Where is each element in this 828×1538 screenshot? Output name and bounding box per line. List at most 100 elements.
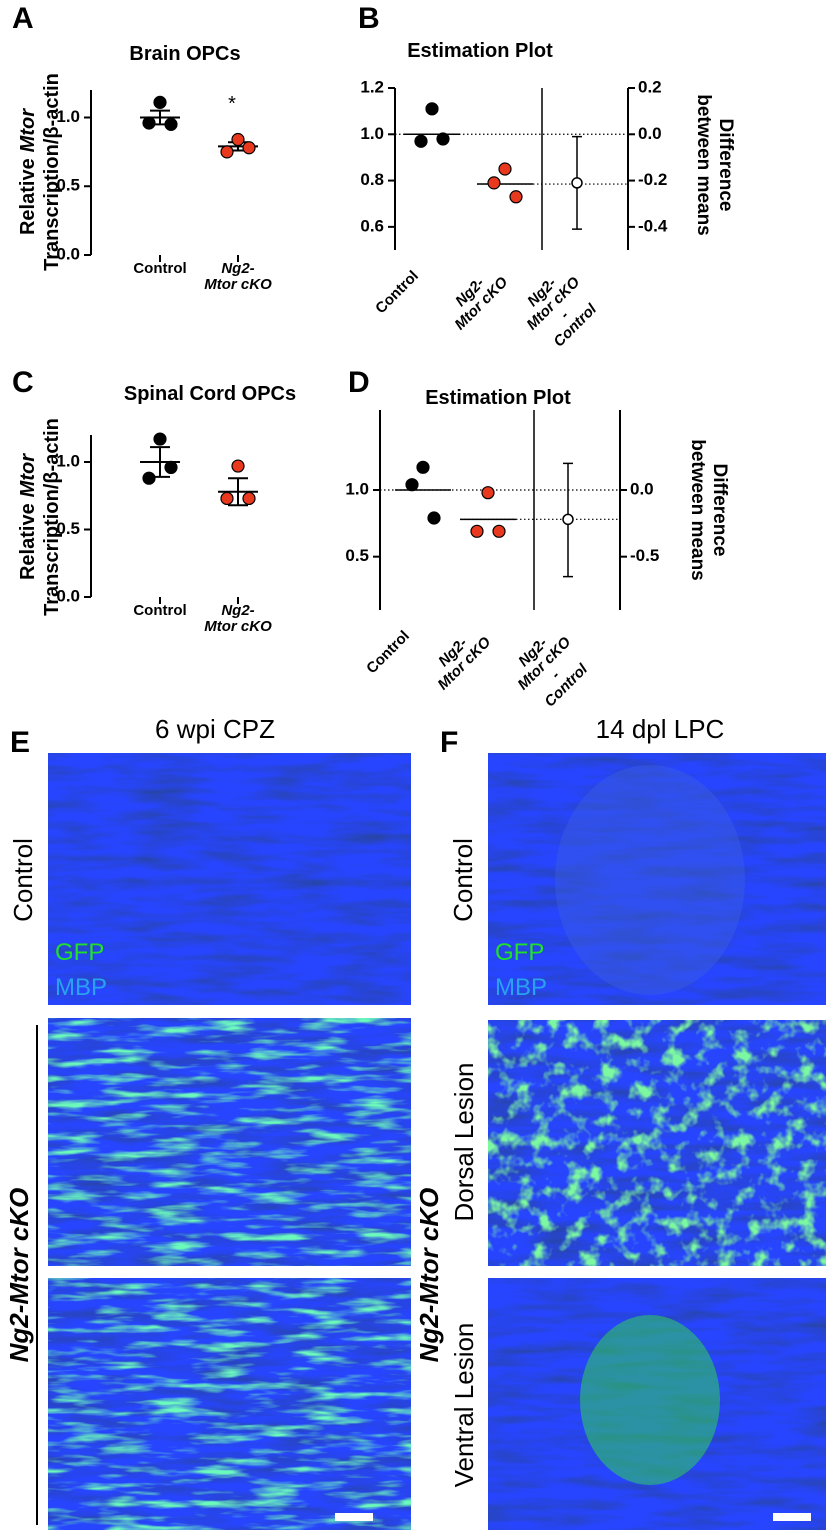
data-point: [436, 132, 450, 146]
y-tick-label: 0.0: [56, 586, 80, 605]
data-point: [142, 116, 156, 130]
y-tick-label: 1.0: [345, 479, 369, 498]
data-point: [242, 141, 256, 155]
y-axis-label: Relative Mtor Transcription/β-actin: [17, 73, 63, 271]
y2-tick-label: -0.4: [638, 216, 668, 235]
micrograph-gfp: [488, 1020, 826, 1266]
chart-title: Estimation Plot: [407, 40, 553, 62]
x-tick-group: Ng2- Mtor cKO - Control: [523, 273, 601, 351]
y-tick-label: 1.0: [360, 124, 384, 143]
data-point: [220, 145, 234, 159]
y2-axis-label-line: Difference: [709, 464, 730, 557]
x-label-box: Ng2- Mtor cKO - Control: [523, 273, 601, 351]
micrograph: [48, 753, 411, 1005]
panel-letter: B: [358, 2, 380, 35]
y-axis-label-line: Relative Mtor: [17, 108, 39, 235]
data-point: [498, 162, 512, 176]
data-point: [220, 491, 234, 506]
x-tick-label: Ng2- Mtor cKO - Control: [523, 273, 601, 351]
y-tick-label: 0.5: [56, 176, 80, 195]
y2-tick-label: 0.0: [630, 479, 654, 498]
chart-title: Spinal Cord OPCs: [124, 383, 296, 405]
data-point: [231, 132, 245, 147]
data-point: [425, 102, 439, 116]
row-label: Ventral Lesion: [449, 1323, 479, 1488]
x-label-box: Ng2- Mtor cKO: [204, 261, 272, 293]
data-point: [427, 511, 441, 525]
row-label: Ng2-Mtor cKO: [414, 1188, 444, 1363]
row-label: Control: [8, 838, 38, 922]
y-axis-label-line: Transcription/β-actin: [41, 73, 63, 271]
micrograph-gfp: [580, 1315, 720, 1485]
data-point: [153, 432, 167, 446]
x-tick-group: Ng2- Mtor cKO: [204, 597, 272, 635]
scale-bar: [773, 1513, 811, 1521]
chart-title: Brain OPCs: [129, 43, 240, 65]
data-point: [416, 460, 430, 474]
data-point: [509, 190, 523, 204]
y-tick-label: 0.5: [56, 519, 80, 538]
y-tick-label: 1.0: [56, 107, 80, 126]
data-point: [164, 460, 178, 474]
panel-letter: E: [10, 726, 30, 759]
y-tick-label: 0.5: [345, 546, 369, 565]
y-tick-label: 1.0: [56, 451, 80, 470]
data-point: [231, 459, 245, 473]
micrograph: [488, 753, 826, 1005]
panel-letter: C: [12, 366, 34, 399]
y-axis-label-part: Relative: [17, 158, 39, 235]
row-label: Control: [448, 838, 478, 922]
x-tick-label: Ng2- Mtor cKO - Control: [514, 633, 592, 711]
panel-e-images: [36, 753, 411, 1530]
channel-label: GFP: [55, 939, 104, 966]
data-point: [481, 486, 495, 500]
scale-bar: [335, 1513, 373, 1521]
y2-axis-label-line: between means: [693, 94, 714, 236]
micrograph-gfp: [48, 1278, 411, 1530]
error-bar: [228, 477, 248, 507]
data-point: [142, 471, 156, 485]
panel-header: 14 dpl LPC: [596, 714, 725, 744]
data-point: [164, 117, 178, 131]
y2-tick-label: -0.2: [638, 170, 667, 189]
channel-label: MBP: [55, 974, 107, 1001]
chart-title: Estimation Plot: [425, 387, 571, 409]
y2-tick-label: -0.5: [630, 546, 659, 565]
x-label-box: Control: [133, 261, 187, 277]
x-tick-label: Ng2- Mtor cKO: [204, 261, 272, 293]
x-tick-group: Control: [133, 255, 187, 277]
data-point: [153, 95, 167, 109]
y-tick-label: 0.6: [360, 216, 384, 235]
y-axis-label-part: Relative: [17, 503, 39, 580]
y-axis-label-part: Mtor: [17, 453, 39, 498]
panel-letter: A: [12, 2, 34, 35]
x-tick-label: Ng2- Mtor cKO: [204, 603, 272, 635]
x-tick-group: Control: [133, 597, 187, 618]
data-point: [414, 134, 428, 148]
significance: *: [228, 93, 236, 115]
lesion-area: [555, 765, 745, 995]
data-point: [487, 176, 501, 190]
channel-label: GFP: [495, 939, 544, 966]
data-point: [492, 524, 506, 538]
y2-tick-label: 0.2: [638, 77, 662, 96]
y-axis-label-line: Transcription/β-actin: [41, 418, 63, 616]
y2-axis-label-line: Difference: [715, 119, 736, 212]
channel-label: MBP: [495, 974, 547, 1001]
y-tick-label: 0.0: [56, 244, 80, 263]
x-tick-group: Ng2- Mtor cKO: [204, 255, 272, 293]
panel-header: 6 wpi CPZ: [155, 714, 275, 744]
x-label-box: Control: [133, 603, 186, 618]
panel-f-images: [488, 753, 826, 1530]
row-label: Dorsal Lesion: [449, 1063, 479, 1222]
x-tick-label: Control: [133, 261, 187, 277]
y-tick-label: 1.2: [360, 77, 384, 96]
y2-axis-label-line: between means: [687, 439, 708, 581]
data-point: [470, 524, 484, 538]
y-tick-label: 0.8: [360, 170, 384, 189]
y-axis-label: Relative Mtor Transcription/β-actin: [17, 418, 63, 616]
y-axis-label-part: Mtor: [17, 108, 39, 153]
